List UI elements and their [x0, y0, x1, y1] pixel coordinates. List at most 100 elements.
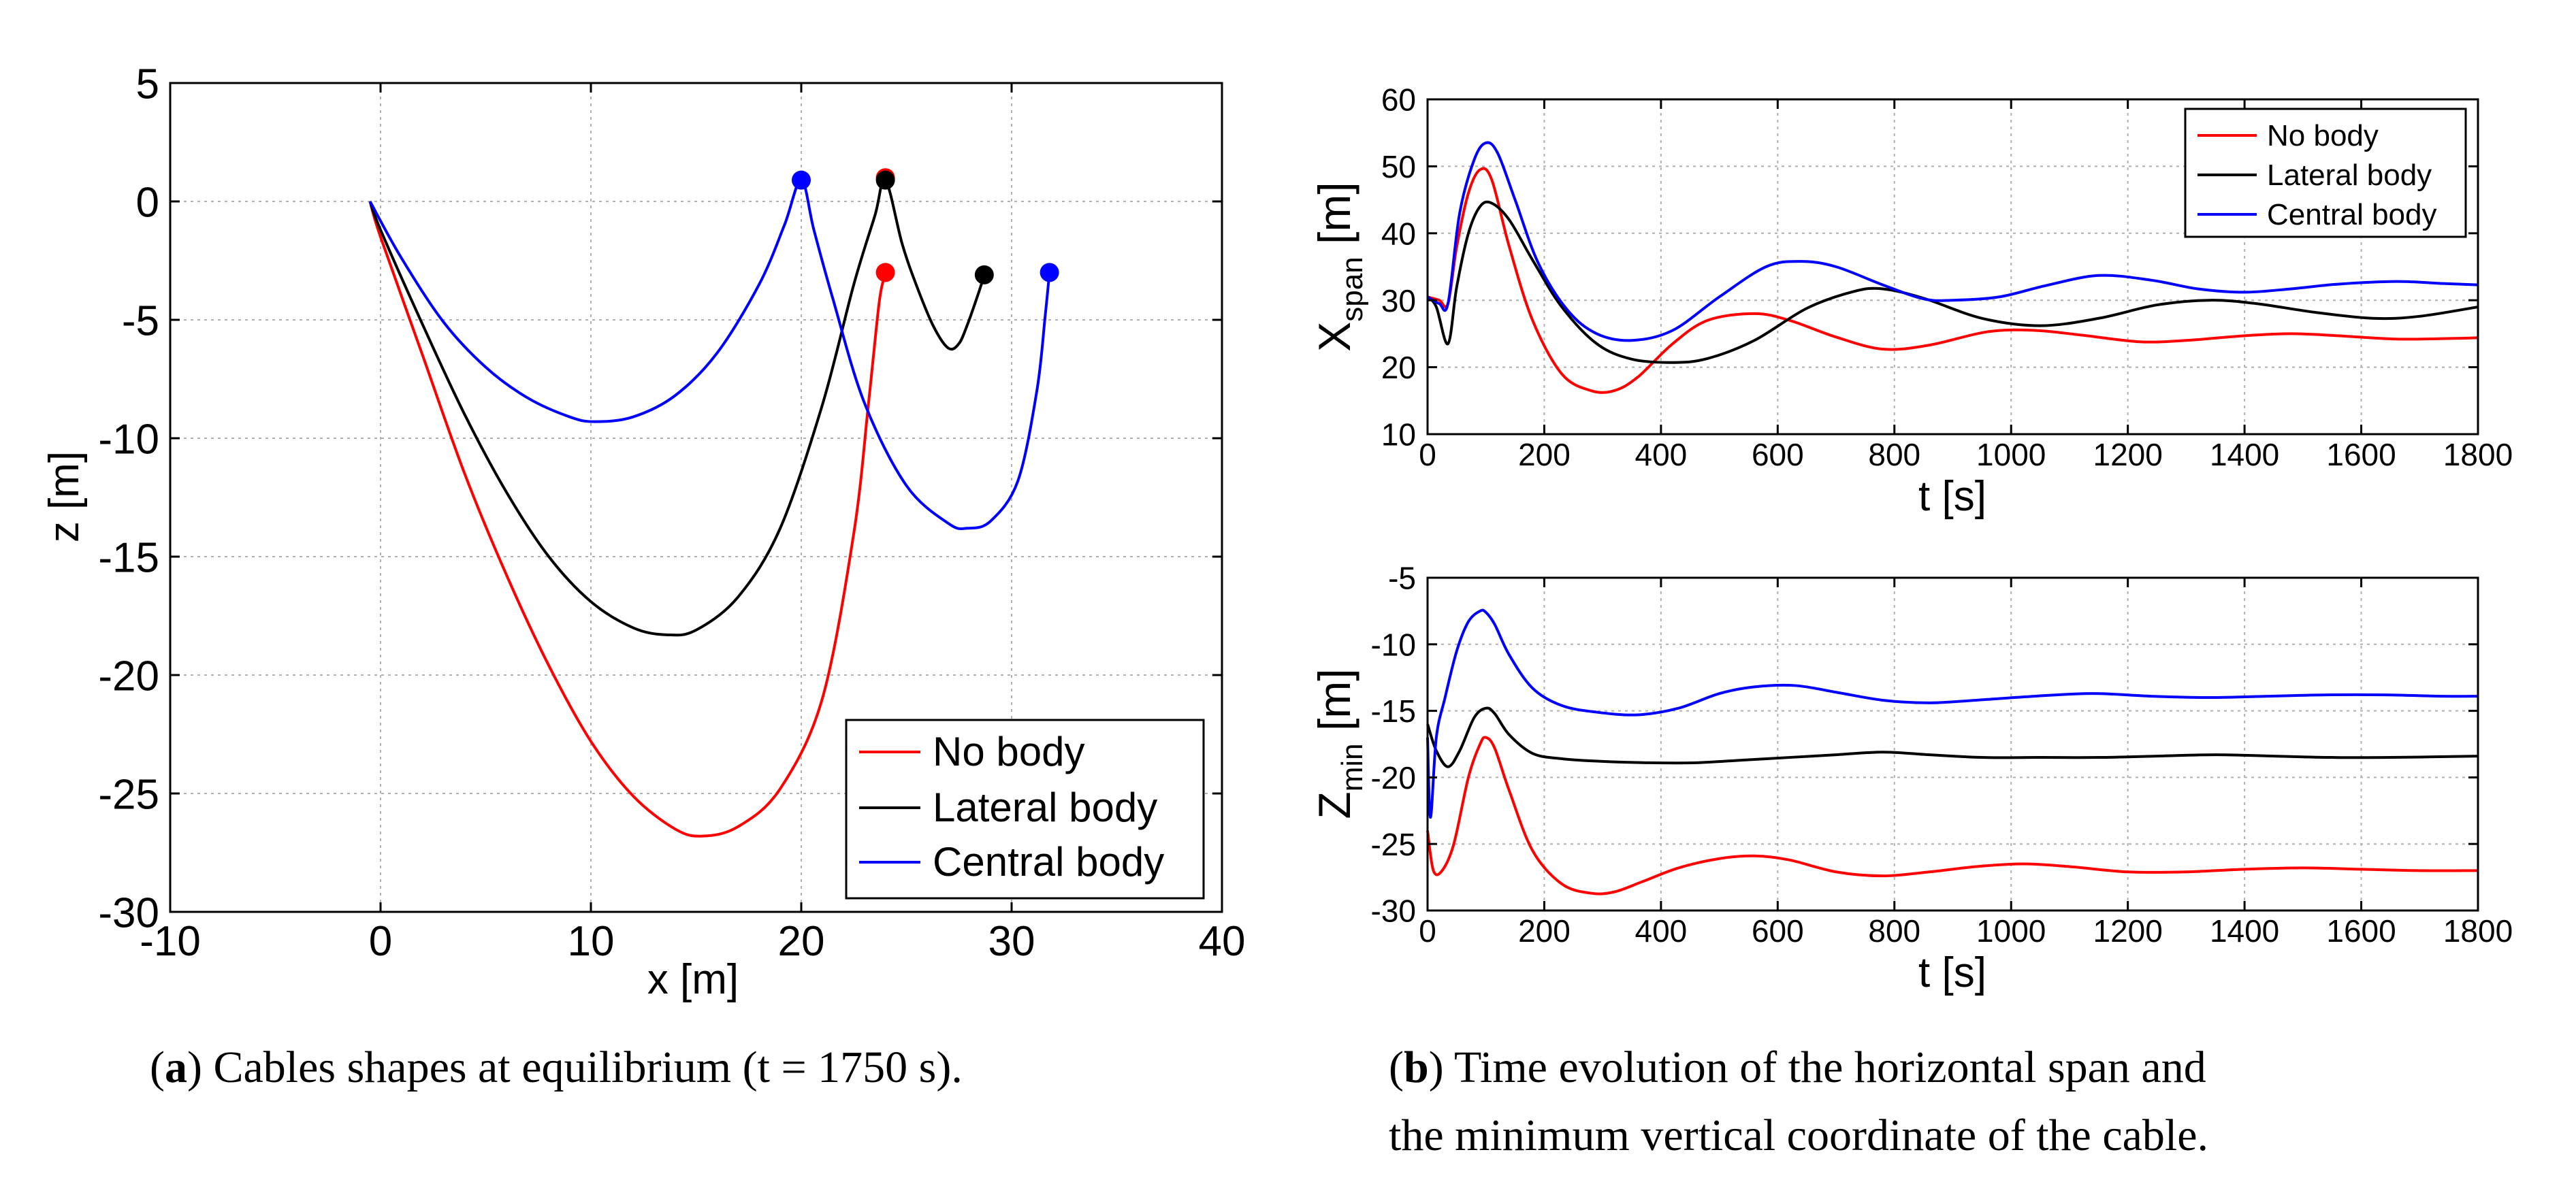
legend: No body Lateral body Central body	[2184, 108, 2467, 238]
y-tick-label: -30	[1371, 893, 1416, 929]
series-line-lateral-body	[1426, 706, 2479, 768]
y-tick-label: 30	[1381, 283, 1416, 318]
y-axis-label: z [m]	[41, 451, 88, 542]
legend-label-central-body: Central body	[2267, 198, 2436, 231]
y-tick-label: -20	[98, 653, 159, 700]
y-axis-label-main: Z	[1309, 791, 1359, 819]
x-tick-labels: -10 0 10 20 30 40	[140, 918, 1245, 965]
x-tick-label: 1000	[1976, 437, 2046, 472]
legend-label-no-body: No body	[933, 729, 1084, 774]
tick-marks	[1426, 98, 2479, 436]
series-line-lateral-body	[1426, 200, 2479, 364]
x-tick-labels: 0 200 400 600 800 1000 1200 1400 1600 1800	[1419, 437, 2513, 472]
legend-label-lateral-body: Lateral body	[933, 785, 1157, 830]
caption-b-line1: (b) Time evolution of the horizontal spa…	[1389, 1043, 2206, 1092]
axes-frame	[1426, 576, 2479, 912]
y-tick-label: -5	[122, 297, 159, 344]
caption-b-line2: the minimum vertical coordinate of the c…	[1389, 1111, 2208, 1160]
plot-area	[1428, 578, 2478, 911]
y-tick-labels: -30 -25 -20 -15 -10 -5 0 5	[98, 61, 159, 936]
y-tick-label: 60	[1381, 82, 1416, 118]
legend-box	[2184, 108, 2467, 238]
caption-b-letter: b	[1404, 1043, 1429, 1092]
y-tick-labels: -30 -25 -20 -15 -10 -5	[1371, 561, 1416, 929]
x-axis-label: t [s]	[1918, 473, 1986, 520]
x-tick-label: 1400	[2210, 437, 2279, 472]
x-tick-label: 1800	[2443, 437, 2513, 472]
x-tick-label: 800	[1868, 913, 1920, 949]
caption-a-letter: a	[165, 1043, 187, 1092]
x-tick-label: 40	[1199, 918, 1246, 965]
chart-z-min: 0 200 400 600 800 1000 1200 1400 1600 1800 -30 -25…	[1309, 561, 2513, 996]
legend-label-lateral-body: Lateral body	[2267, 159, 2432, 192]
y-tick-label: -25	[1371, 827, 1416, 862]
y-tick-label: -30	[98, 889, 159, 936]
y-axis-label: Xspan [m]	[1309, 182, 1369, 351]
grid	[1428, 578, 2478, 911]
series-line-central-body	[1426, 608, 2479, 819]
y-tick-label: -10	[1371, 627, 1416, 662]
x-tick-label: 0	[1419, 913, 1436, 949]
endpoint-marker-lateral-body	[974, 265, 994, 284]
series-line-no-body	[368, 201, 888, 838]
y-tick-label: 50	[1381, 149, 1416, 184]
x-tick-label: 600	[1752, 437, 1804, 472]
x-tick-label: 0	[369, 918, 392, 965]
x-tick-label: 400	[1635, 437, 1688, 472]
x-tick-label: 1800	[2443, 913, 2513, 949]
y-tick-label: -15	[98, 534, 159, 581]
y-axis-label-subscript: min	[1336, 743, 1369, 791]
x-tick-label: 1400	[2210, 913, 2279, 949]
axes-frame	[169, 82, 1223, 913]
chart-x-span: 0 200 400 600 800 1000 1200 1400 1600 1800 10 20 30…	[1309, 82, 2513, 520]
y-tick-labels: 10 20 30 40 50 60	[1381, 82, 1416, 453]
caption-b-text-1: Time evolution of the horizontal span an…	[1454, 1043, 2206, 1092]
y-axis-label: Zmin [m]	[1309, 668, 1369, 819]
series-line-no-body	[1427, 167, 2479, 394]
x-tick-label: 20	[778, 918, 825, 965]
x-tick-label: -10	[140, 918, 201, 965]
x-tick-label: 400	[1635, 913, 1688, 949]
y-tick-label: 5	[136, 61, 159, 108]
caption-a: (a) Cables shapes at equilibrium (t = 17…	[150, 1043, 963, 1092]
x-axis-label: x [m]	[647, 956, 739, 1003]
legend: No body Lateral body Central body	[845, 719, 1205, 900]
endpoint-marker-central-body	[792, 170, 811, 190]
y-axis-label-subscript: span	[1336, 257, 1369, 321]
y-tick-label: 40	[1381, 216, 1416, 251]
y-tick-label: 10	[1381, 417, 1416, 453]
caption-a-text: Cables shapes at equilibrium (t = 1750 s…	[213, 1043, 962, 1092]
y-tick-label: -10	[98, 416, 159, 463]
y-axis-label-main: X	[1309, 322, 1359, 352]
endpoint-marker-lateral-body	[875, 170, 895, 190]
x-tick-label: 1000	[1976, 913, 2046, 949]
y-axis-label-unit: [m]	[1309, 182, 1359, 257]
axes-frame	[1426, 98, 2479, 436]
x-tick-label: 1600	[2326, 437, 2396, 472]
y-tick-label: -15	[1371, 693, 1416, 729]
series-line-central-body	[1426, 141, 2479, 342]
endpoint-marker-no-body	[875, 263, 895, 282]
x-tick-label: 1600	[2326, 913, 2396, 949]
x-tick-label: 10	[568, 918, 615, 965]
x-tick-label: 200	[1518, 437, 1571, 472]
chart-cable-shapes: -10 0 10 20 30 40 -30 -25 -20 -15 -10 -5 0 5 x [m] z…	[41, 61, 1245, 1003]
series-lines	[1426, 141, 2479, 394]
y-axis-label-unit: [m]	[1309, 668, 1359, 743]
y-tick-label: 0	[136, 179, 159, 226]
series-line-lateral-body	[368, 178, 986, 637]
legend-label-no-body: No body	[2267, 119, 2379, 152]
endpoint-marker-central-body	[1040, 263, 1059, 282]
y-tick-label: -20	[1371, 760, 1416, 796]
x-axis-label: t [s]	[1918, 949, 1986, 996]
x-tick-label: 0	[1419, 437, 1436, 472]
series-line-no-body	[1426, 736, 2479, 896]
x-tick-label: 800	[1868, 437, 1920, 472]
x-tick-label: 30	[988, 918, 1035, 965]
x-tick-labels: 0 200 400 600 800 1000 1200 1400 1600 1800	[1419, 913, 2513, 949]
x-tick-label: 1200	[2093, 913, 2162, 949]
y-tick-label: -5	[1388, 561, 1416, 596]
tick-marks	[169, 82, 1223, 913]
legend-label-central-body: Central body	[933, 839, 1164, 885]
